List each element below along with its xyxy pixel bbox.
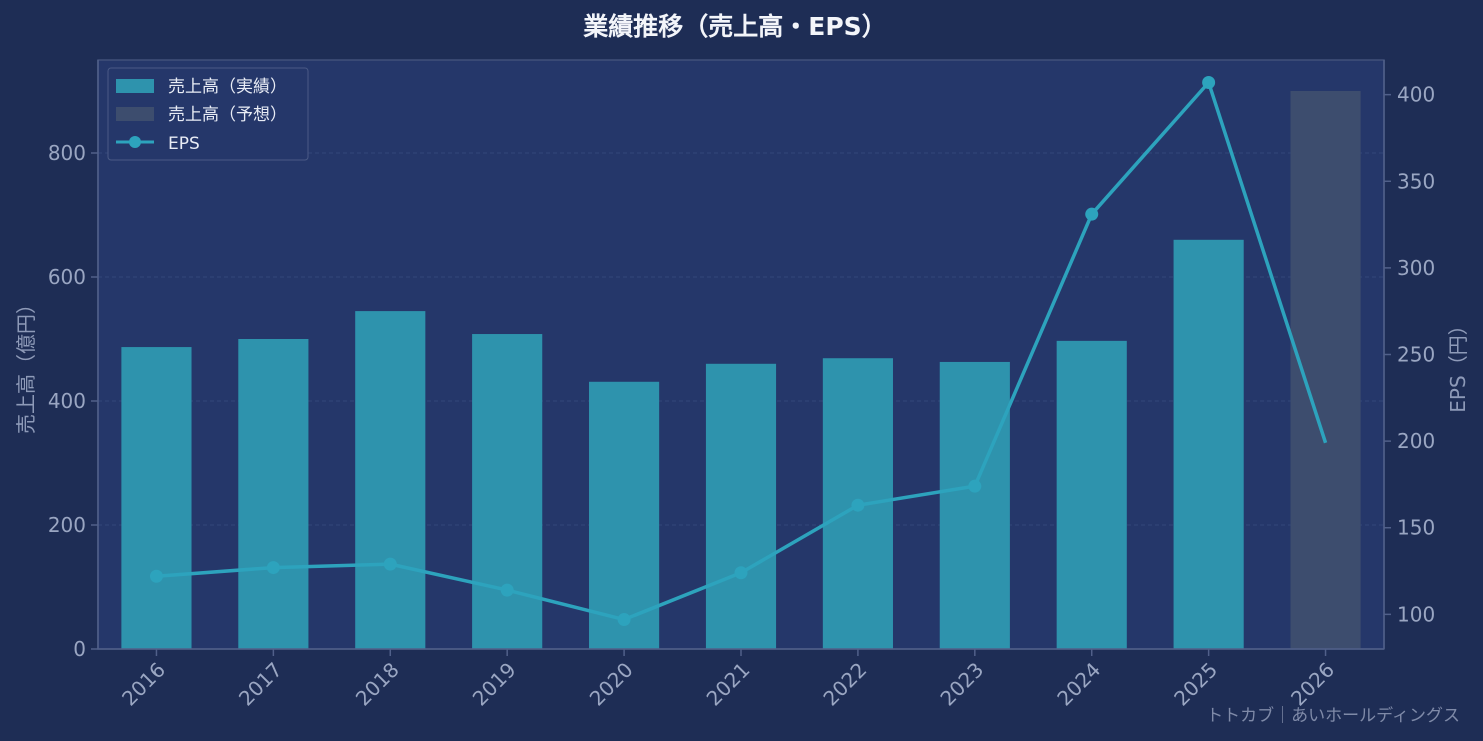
y-tick-label: 200 <box>48 513 86 537</box>
y2-tick-label: 350 <box>1397 169 1435 193</box>
legend-label-eps: EPS <box>168 134 200 154</box>
y2-tick-label: 400 <box>1397 83 1435 107</box>
bar-actual-2021 <box>705 363 777 649</box>
y-tick-label: 600 <box>48 265 86 289</box>
legend: 売上高（実績） 売上高（予想） EPS <box>107 67 309 161</box>
y2-tick-label: 200 <box>1397 429 1435 453</box>
y2-tick-label: 250 <box>1397 343 1435 367</box>
eps-point-2025 <box>1202 76 1216 90</box>
y-tick-label: 400 <box>48 389 86 413</box>
chart-title: 業績推移（売上高・EPS） <box>583 12 886 41</box>
bar-actual-2025 <box>1173 239 1244 650</box>
y2-tick-label: 150 <box>1397 516 1435 540</box>
eps-point-2024 <box>1085 207 1099 221</box>
eps-series <box>149 76 1328 627</box>
bar-actual-2020 <box>589 381 660 649</box>
legend-swatch-eps-marker <box>129 136 141 148</box>
eps-point-2022 <box>851 498 865 512</box>
y2-axis-label: EPS（円） <box>1446 315 1470 412</box>
eps-point-2020 <box>617 613 631 627</box>
legend-swatch-forecast <box>116 107 154 121</box>
bar-series <box>121 91 1361 650</box>
y-axis-label: 売上高（億円） <box>14 294 38 434</box>
eps-point-2018 <box>383 557 397 571</box>
bar-actual-2017 <box>238 339 309 649</box>
y-tick-label: 800 <box>48 141 86 165</box>
eps-point-2016 <box>149 569 163 583</box>
legend-swatch-actual <box>116 79 154 93</box>
legend-label-forecast: 売上高（予想） <box>168 105 287 125</box>
bar-actual-2016 <box>121 347 192 649</box>
eps-point-2019 <box>500 583 514 597</box>
legend-label-actual: 売上高（実績） <box>168 77 287 97</box>
y2-tick-label: 100 <box>1397 602 1435 626</box>
bar-actual-2023 <box>939 361 1010 649</box>
legend-box <box>107 67 309 161</box>
bar-actual-2024 <box>1056 340 1127 649</box>
watermark: トトカブ｜あいホールディングス <box>1206 705 1460 726</box>
y2-tick-label: 300 <box>1397 256 1435 280</box>
eps-point-2023 <box>968 479 982 493</box>
grid-lines <box>98 152 1384 526</box>
bar-actual-2019 <box>472 334 543 649</box>
bar-actual-2018 <box>355 311 426 649</box>
eps-point-2021 <box>734 566 748 580</box>
eps-point-2017 <box>266 561 280 575</box>
y-tick-label: 0 <box>73 637 86 661</box>
